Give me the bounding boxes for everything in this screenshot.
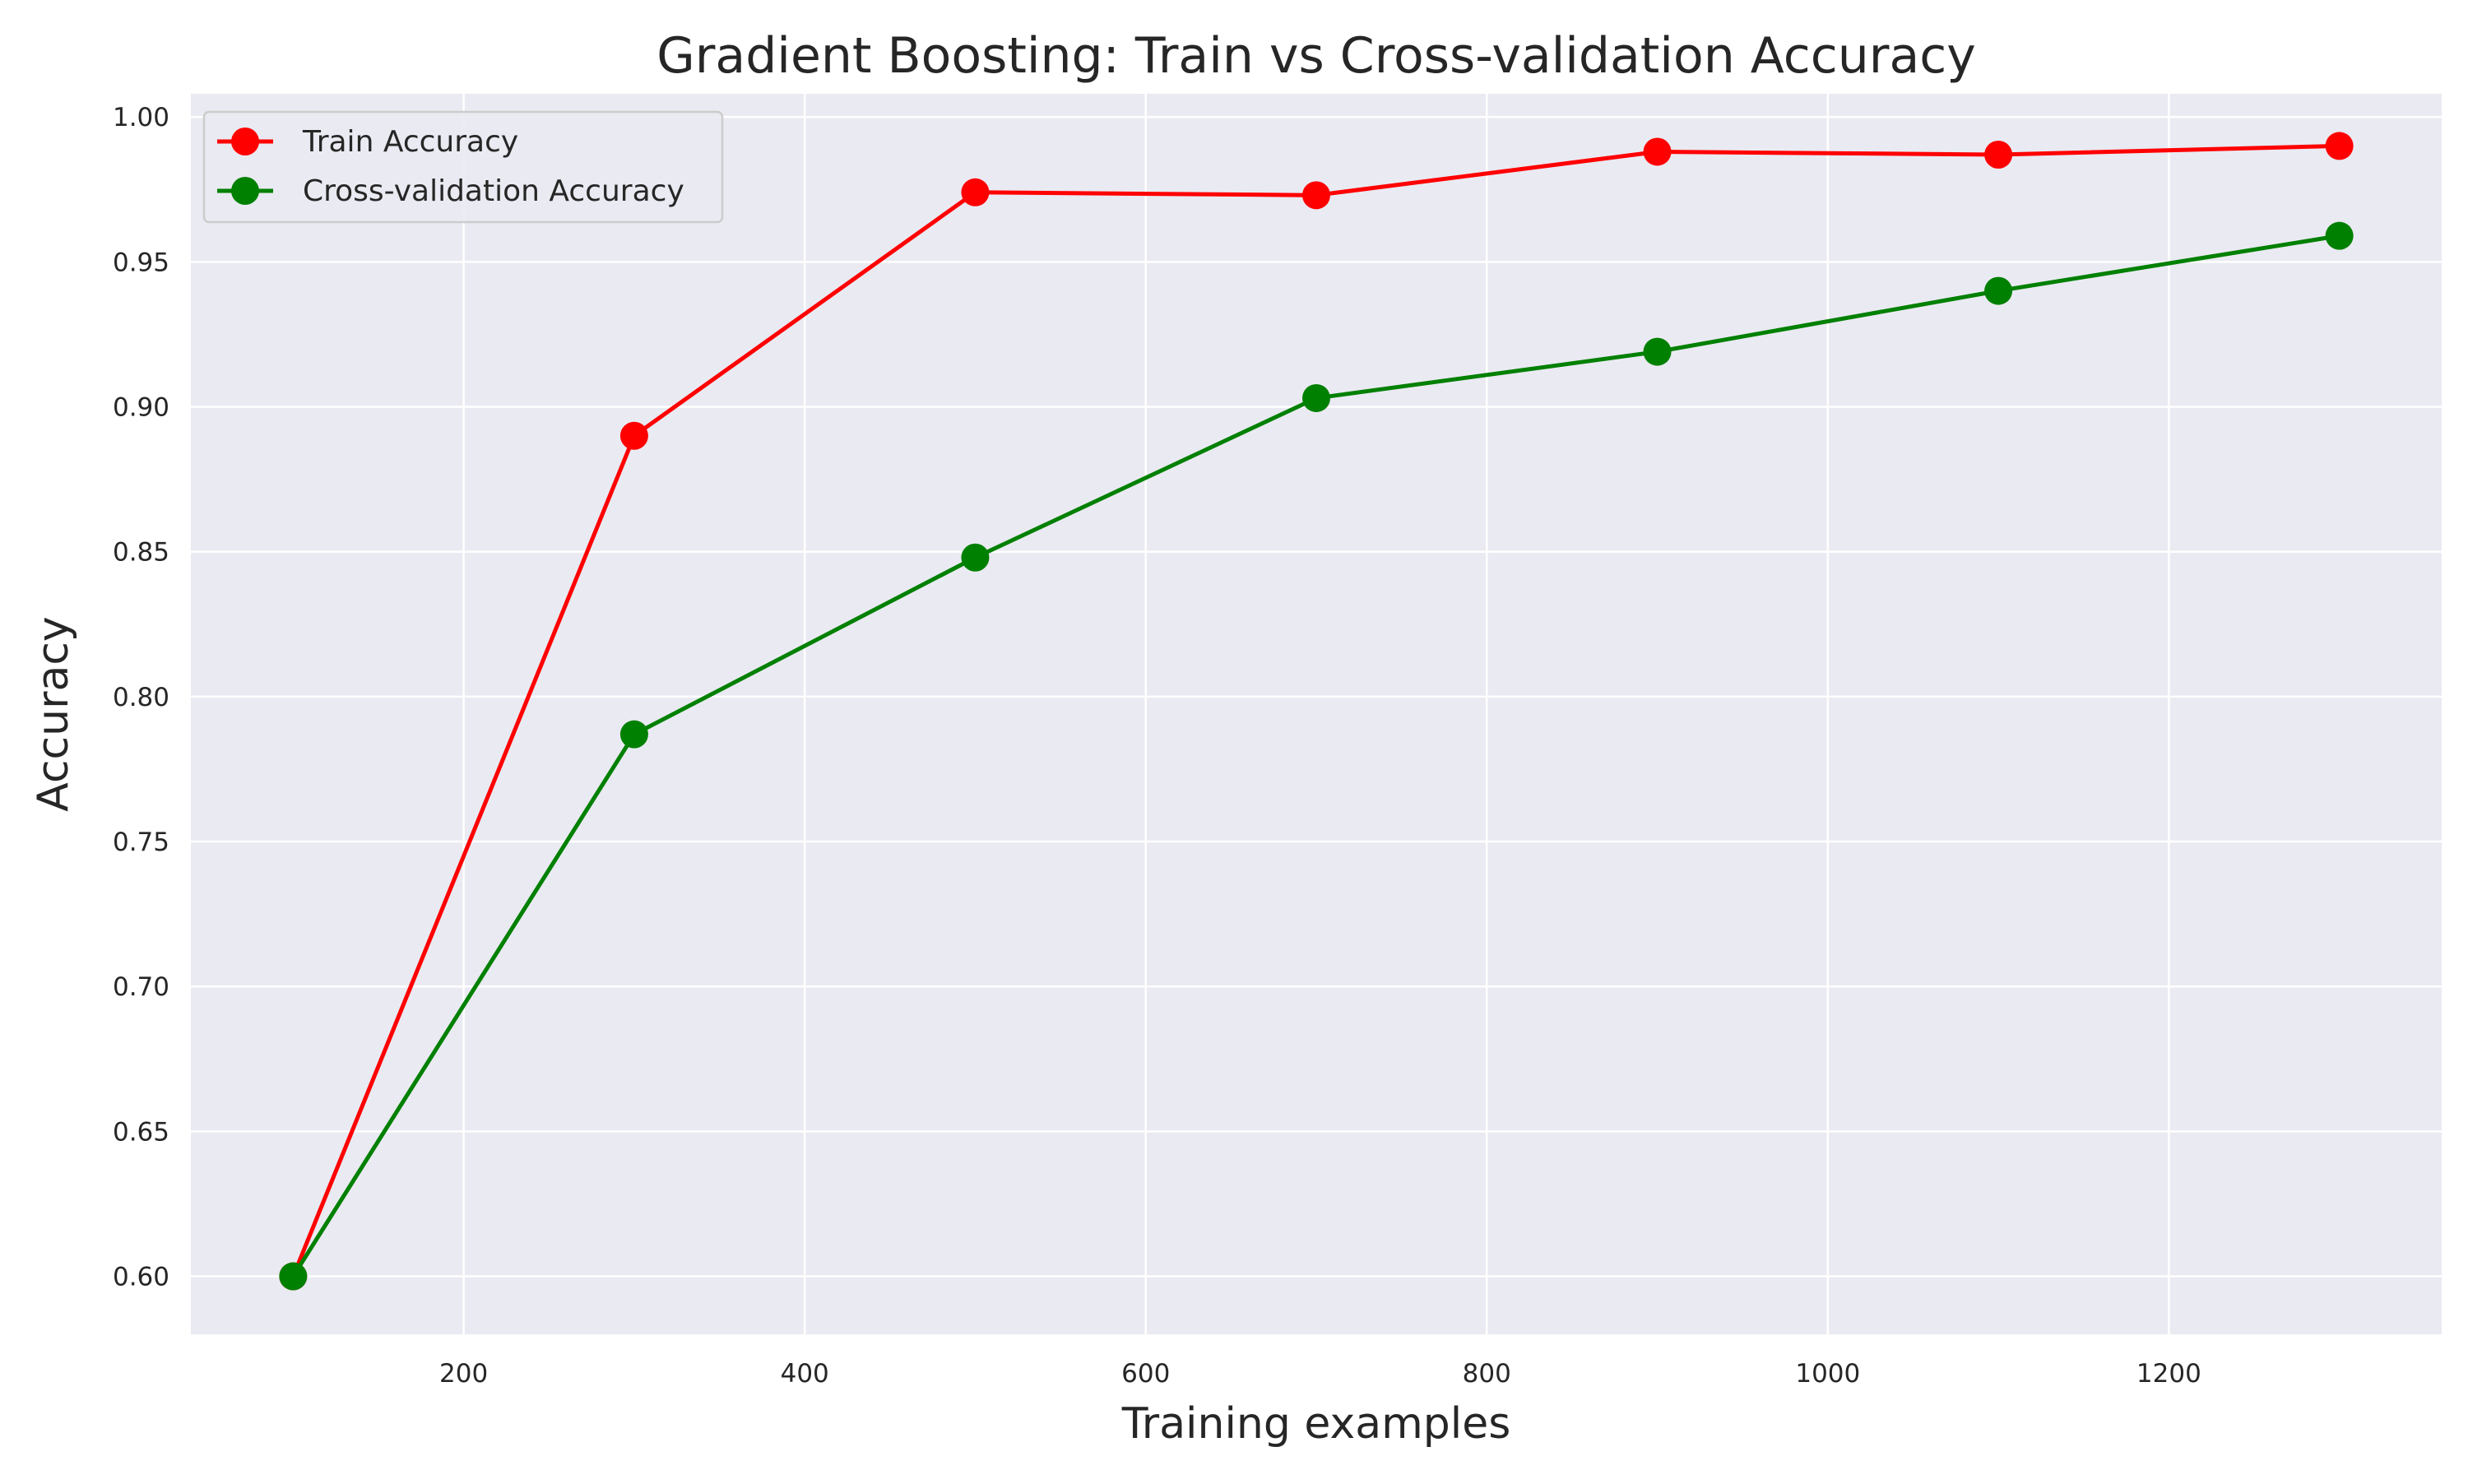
data-point: [961, 178, 990, 206]
legend-frame: [202, 110, 724, 224]
series-layer: [279, 132, 2354, 1291]
legend-marker: [231, 177, 259, 205]
y-tick-label: 0.65: [113, 1117, 169, 1147]
x-tick-label: 800: [1463, 1359, 1511, 1389]
series-cv-accuracy: [279, 221, 2354, 1291]
x-tick-label: 1200: [2136, 1359, 2201, 1389]
y-tick-label: 0.90: [113, 393, 169, 423]
legend-label: Cross-validation Accuracy: [303, 174, 684, 208]
data-point: [1643, 137, 1672, 166]
legend-marker: [231, 128, 259, 155]
y-tick-label: 0.80: [113, 683, 169, 712]
legend-label: Train Accuracy: [302, 125, 518, 159]
chart-title: Gradient Boosting: Train vs Cross-valida…: [656, 27, 1975, 85]
data-point: [961, 543, 990, 572]
plot-area: [191, 94, 2442, 1334]
legend: Train Accuracy Cross-validation Accuracy: [202, 110, 724, 224]
y-axis-title: Accuracy: [29, 616, 78, 811]
data-point: [279, 1262, 308, 1291]
legend-entry: Cross-validation Accuracy: [217, 174, 684, 208]
y-tick-label: 0.60: [113, 1263, 169, 1292]
x-tick-label: 400: [781, 1359, 829, 1389]
data-point: [2325, 221, 2354, 250]
x-tick-label: 1000: [1795, 1359, 1860, 1389]
grid: [191, 94, 2442, 1334]
data-point: [2325, 132, 2354, 160]
data-point: [1302, 383, 1330, 412]
data-point: [1302, 181, 1330, 210]
data-point: [1984, 276, 2013, 305]
y-tick-label: 0.95: [113, 248, 169, 277]
x-tick-label: 600: [1121, 1359, 1170, 1389]
x-axis-title: Training examples: [1121, 1399, 1511, 1449]
data-point: [1643, 337, 1672, 366]
tick-labels: 200 400 600 800 1000 1200 0.60 0.65 0.70 0.75 0.80…: [113, 103, 2201, 1389]
y-tick-label: 1.00: [113, 103, 169, 132]
y-tick-label: 0.85: [113, 538, 169, 568]
legend-entry: Train Accuracy: [217, 125, 518, 159]
data-point: [619, 720, 648, 749]
data-point: [1984, 140, 2013, 169]
y-tick-label: 0.70: [113, 972, 169, 1002]
x-tick-label: 200: [439, 1359, 488, 1389]
y-tick-label: 0.75: [113, 828, 169, 857]
data-point: [619, 421, 648, 450]
